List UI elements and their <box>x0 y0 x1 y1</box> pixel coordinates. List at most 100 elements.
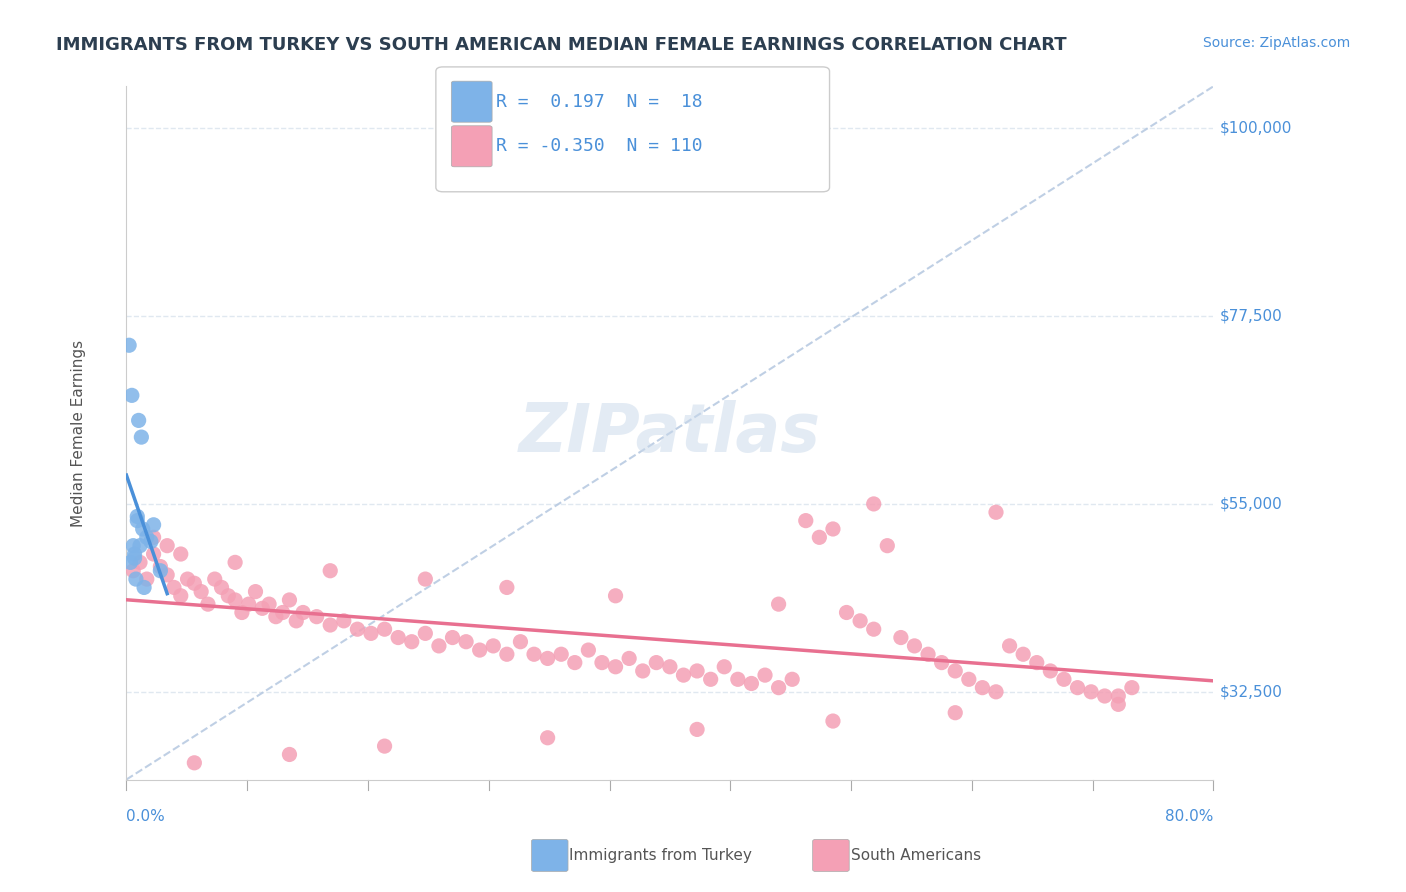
Point <box>319 618 342 632</box>
Point <box>257 597 280 611</box>
Point <box>120 555 142 569</box>
Point <box>271 606 294 620</box>
Point <box>156 539 179 553</box>
Point <box>231 606 253 620</box>
Point <box>170 589 193 603</box>
Point <box>605 660 627 674</box>
Point <box>124 551 146 566</box>
Point <box>957 673 980 687</box>
Point <box>132 522 155 536</box>
Text: ZIPatlas: ZIPatlas <box>519 400 821 466</box>
Point <box>1066 681 1088 695</box>
Point <box>482 639 505 653</box>
Point <box>550 647 572 661</box>
Point <box>211 581 233 595</box>
Point <box>768 597 790 611</box>
Point <box>170 547 193 561</box>
Point <box>415 572 437 586</box>
Point <box>754 668 776 682</box>
Point <box>890 631 912 645</box>
Point <box>943 706 966 720</box>
Text: Immigrants from Turkey: Immigrants from Turkey <box>569 848 752 863</box>
Point <box>129 555 152 569</box>
Point <box>204 572 226 586</box>
Point <box>1121 681 1143 695</box>
Point <box>456 634 478 648</box>
Text: R =  0.197  N =  18: R = 0.197 N = 18 <box>496 93 703 111</box>
Point <box>401 634 423 648</box>
Text: $100,000: $100,000 <box>1220 120 1292 136</box>
Point <box>591 656 613 670</box>
Point <box>142 530 165 544</box>
Point <box>156 568 179 582</box>
Point <box>495 647 517 661</box>
Point <box>686 664 709 678</box>
Point <box>305 609 328 624</box>
Point <box>360 626 382 640</box>
Point <box>142 547 165 561</box>
Text: R = -0.350  N = 110: R = -0.350 N = 110 <box>496 137 703 155</box>
Point <box>645 656 668 670</box>
Point <box>617 651 640 665</box>
Point <box>183 576 205 591</box>
Point <box>536 731 558 745</box>
Point <box>224 555 246 569</box>
Point <box>1107 698 1129 712</box>
Point <box>821 714 844 728</box>
Point <box>564 656 586 670</box>
Point <box>1053 673 1076 687</box>
Point <box>264 609 287 624</box>
Point <box>252 601 274 615</box>
Point <box>903 639 925 653</box>
Point <box>1025 656 1047 670</box>
Point <box>780 673 803 687</box>
Point <box>631 664 654 678</box>
Text: 0.0%: 0.0% <box>127 809 165 823</box>
Point <box>374 739 396 753</box>
Point <box>821 522 844 536</box>
Point <box>495 581 517 595</box>
Point <box>333 614 356 628</box>
Point <box>862 497 884 511</box>
Point <box>523 647 546 661</box>
Point <box>1107 689 1129 703</box>
Text: IMMIGRANTS FROM TURKEY VS SOUTH AMERICAN MEDIAN FEMALE EARNINGS CORRELATION CHAR: IMMIGRANTS FROM TURKEY VS SOUTH AMERICAN… <box>56 36 1067 54</box>
Point <box>135 572 157 586</box>
Point <box>576 643 599 657</box>
Point <box>135 530 157 544</box>
Point <box>292 606 315 620</box>
Point <box>387 631 409 645</box>
Point <box>149 559 172 574</box>
Point <box>176 572 198 586</box>
Point <box>183 756 205 770</box>
Point <box>468 643 491 657</box>
Point <box>984 685 1007 699</box>
Point <box>672 668 695 682</box>
Point <box>238 597 260 611</box>
Point <box>346 622 368 636</box>
Point <box>699 673 721 687</box>
Point <box>984 505 1007 519</box>
Point <box>876 539 898 553</box>
Point <box>605 589 627 603</box>
Point <box>118 338 141 352</box>
Point <box>129 539 152 553</box>
Text: $32,500: $32,500 <box>1220 684 1284 699</box>
Point <box>835 606 858 620</box>
Point <box>943 664 966 678</box>
Point <box>121 388 143 402</box>
Point <box>319 564 342 578</box>
Point <box>197 597 219 611</box>
Point <box>127 514 149 528</box>
Point <box>415 626 437 640</box>
Point <box>1080 685 1102 699</box>
Point <box>536 651 558 665</box>
Point <box>285 614 308 628</box>
Point <box>278 593 301 607</box>
Point <box>163 581 186 595</box>
Point <box>142 517 165 532</box>
Point <box>713 660 735 674</box>
Point <box>427 639 450 653</box>
Point <box>862 622 884 636</box>
Point <box>931 656 953 670</box>
